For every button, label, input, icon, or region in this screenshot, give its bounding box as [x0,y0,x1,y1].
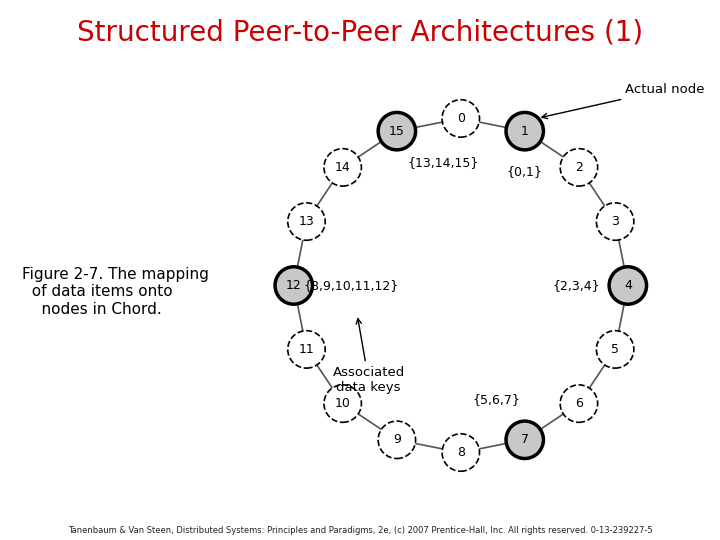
Text: 0: 0 [456,112,465,125]
Text: {2,3,4}: {2,3,4} [552,279,600,292]
Circle shape [324,148,361,186]
Text: {13,14,15}: {13,14,15} [408,157,479,170]
Text: 9: 9 [393,433,401,446]
Circle shape [288,330,325,368]
Text: Actual node: Actual node [542,83,704,119]
Text: 15: 15 [389,125,405,138]
Circle shape [378,112,415,150]
Text: 10: 10 [335,397,351,410]
Circle shape [324,385,361,422]
Circle shape [442,434,480,471]
Circle shape [560,385,598,422]
Text: {0,1}: {0,1} [507,165,543,178]
Text: 7: 7 [521,433,528,446]
Text: 2: 2 [575,161,583,174]
Text: Tanenbaum & Van Steen, Distributed Systems: Principles and Paradigms, 2e, (c) 20: Tanenbaum & Van Steen, Distributed Syste… [68,525,652,535]
Circle shape [275,267,312,304]
Circle shape [596,330,634,368]
Circle shape [506,112,544,150]
Text: 12: 12 [286,279,302,292]
Text: 14: 14 [335,161,351,174]
Text: 1: 1 [521,125,528,138]
Circle shape [378,421,415,458]
Text: {5,6,7}: {5,6,7} [472,393,520,406]
Circle shape [506,421,544,458]
Circle shape [288,203,325,240]
Text: 3: 3 [611,215,619,228]
Circle shape [560,148,598,186]
Text: 8: 8 [456,446,465,459]
Circle shape [596,203,634,240]
Text: 5: 5 [611,343,619,356]
Text: 4: 4 [624,279,631,292]
Circle shape [609,267,647,304]
Text: 6: 6 [575,397,583,410]
Text: 11: 11 [299,343,315,356]
Text: 13: 13 [299,215,315,228]
Circle shape [442,100,480,137]
Text: Associated
data keys: Associated data keys [333,319,405,394]
Text: {8,9,10,11,12}: {8,9,10,11,12} [304,279,399,292]
Text: Figure 2-7. The mapping
  of data items onto
    nodes in Chord.: Figure 2-7. The mapping of data items on… [22,267,209,316]
Text: Structured Peer-to-Peer Architectures (1): Structured Peer-to-Peer Architectures (1… [77,19,643,47]
